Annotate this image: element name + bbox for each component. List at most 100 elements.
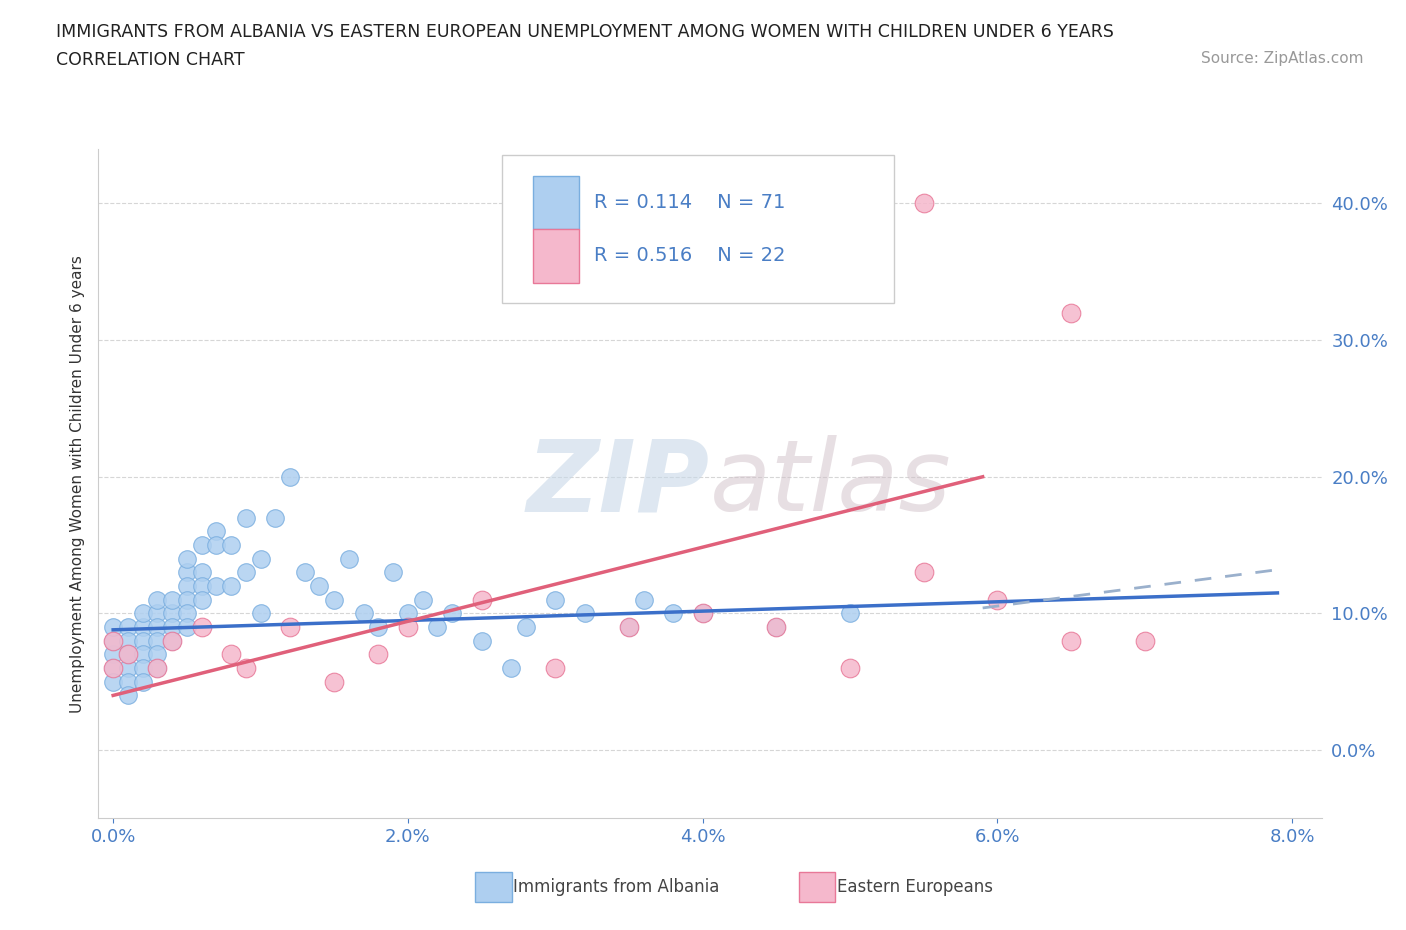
Point: [412, 592, 434, 607]
Point: [353, 606, 375, 621]
Point: [146, 592, 169, 607]
Point: [396, 606, 419, 621]
Point: [235, 660, 257, 675]
Point: [160, 606, 183, 621]
Point: [176, 551, 198, 566]
Point: [146, 660, 169, 675]
Point: [190, 565, 212, 580]
Point: [176, 606, 198, 621]
Point: [323, 592, 346, 607]
Point: [264, 511, 287, 525]
Text: IMMIGRANTS FROM ALBANIA VS EASTERN EUROPEAN UNEMPLOYMENT AMONG WOMEN WITH CHILDR: IMMIGRANTS FROM ALBANIA VS EASTERN EUROP…: [56, 23, 1114, 41]
Point: [101, 633, 124, 648]
Point: [249, 606, 271, 621]
Point: [205, 524, 228, 538]
FancyBboxPatch shape: [533, 229, 579, 283]
Point: [190, 592, 212, 607]
Point: [912, 196, 935, 211]
Point: [912, 565, 935, 580]
Point: [367, 619, 389, 634]
Point: [765, 619, 787, 634]
Point: [146, 606, 169, 621]
Y-axis label: Unemployment Among Women with Children Under 6 years: Unemployment Among Women with Children U…: [69, 255, 84, 712]
Point: [574, 606, 596, 621]
Point: [117, 647, 139, 662]
Point: [544, 660, 567, 675]
Point: [765, 619, 787, 634]
Point: [117, 674, 139, 689]
Point: [146, 619, 169, 634]
Point: [131, 660, 153, 675]
Text: R = 0.114    N = 71: R = 0.114 N = 71: [593, 193, 785, 212]
Point: [131, 674, 153, 689]
Point: [160, 633, 183, 648]
Point: [323, 674, 346, 689]
Point: [176, 565, 198, 580]
Point: [544, 592, 567, 607]
Point: [471, 633, 494, 648]
Point: [219, 578, 242, 593]
Point: [278, 470, 301, 485]
Point: [219, 538, 242, 552]
Point: [131, 633, 153, 648]
Point: [471, 592, 494, 607]
Point: [515, 619, 537, 634]
Point: [839, 660, 862, 675]
Point: [235, 565, 257, 580]
Point: [633, 592, 655, 607]
Point: [101, 619, 124, 634]
Point: [176, 578, 198, 593]
Point: [426, 619, 449, 634]
Point: [396, 619, 419, 634]
Point: [117, 660, 139, 675]
Point: [117, 647, 139, 662]
Text: CORRELATION CHART: CORRELATION CHART: [56, 51, 245, 69]
Point: [1060, 305, 1083, 320]
Text: Source: ZipAtlas.com: Source: ZipAtlas.com: [1201, 51, 1364, 66]
FancyBboxPatch shape: [502, 155, 893, 303]
Point: [101, 647, 124, 662]
Point: [337, 551, 360, 566]
Point: [101, 660, 124, 675]
Point: [692, 606, 714, 621]
Point: [1133, 633, 1156, 648]
Point: [117, 633, 139, 648]
Point: [441, 606, 464, 621]
Point: [617, 619, 640, 634]
Point: [986, 592, 1008, 607]
Point: [101, 660, 124, 675]
Text: Immigrants from Albania: Immigrants from Albania: [513, 878, 720, 897]
Point: [499, 660, 522, 675]
Point: [692, 606, 714, 621]
Point: [131, 606, 153, 621]
Point: [131, 619, 153, 634]
Point: [190, 538, 212, 552]
Point: [278, 619, 301, 634]
Point: [176, 592, 198, 607]
Point: [190, 578, 212, 593]
Point: [662, 606, 685, 621]
Point: [235, 511, 257, 525]
Point: [101, 633, 124, 648]
Point: [294, 565, 316, 580]
Point: [146, 633, 169, 648]
Point: [146, 660, 169, 675]
Point: [249, 551, 271, 566]
Point: [308, 578, 330, 593]
Point: [367, 647, 389, 662]
Point: [117, 619, 139, 634]
Point: [1060, 633, 1083, 648]
Point: [382, 565, 405, 580]
Point: [160, 619, 183, 634]
Text: R = 0.516    N = 22: R = 0.516 N = 22: [593, 246, 786, 265]
Point: [117, 647, 139, 662]
Text: Eastern Europeans: Eastern Europeans: [837, 878, 993, 897]
Point: [160, 633, 183, 648]
Point: [101, 674, 124, 689]
Point: [176, 619, 198, 634]
Point: [190, 619, 212, 634]
Text: atlas: atlas: [710, 435, 952, 532]
Point: [117, 688, 139, 703]
Text: ZIP: ZIP: [527, 435, 710, 532]
Point: [205, 578, 228, 593]
